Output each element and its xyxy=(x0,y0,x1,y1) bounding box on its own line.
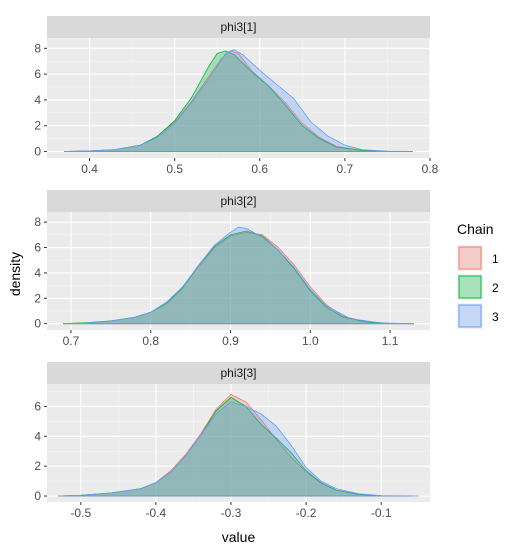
density-area-chain-3 xyxy=(62,226,415,325)
legend-label-chain-2: 2 xyxy=(492,281,499,295)
x-tick-label: 0.7 xyxy=(63,334,80,348)
y-tick-label: 2 xyxy=(34,459,41,473)
x-tick-label: 0.5 xyxy=(166,162,183,176)
facet-strip xyxy=(47,16,430,38)
y-tick-label: 4 xyxy=(34,266,41,280)
legend-key-chain-3 xyxy=(458,304,482,328)
legend-key-chain-1 xyxy=(458,246,482,270)
x-tick-label: 0.8 xyxy=(142,334,159,348)
x-tick-label: -0.2 xyxy=(296,506,317,520)
y-axis-title: density xyxy=(7,252,23,296)
facet-strip-label: phi3[3] xyxy=(220,366,256,380)
y-tick-label: 6 xyxy=(34,241,41,255)
x-tick-label: -0.1 xyxy=(371,506,392,520)
panel-3: phi3[3] 0 2 4 6 -0.5 -0.4 -0.3 -0.2 -0.1 xyxy=(34,362,430,520)
legend-key-chain-2 xyxy=(458,275,482,299)
panel-background xyxy=(47,384,430,502)
y-tick-label: 8 xyxy=(34,41,41,55)
x-tick-label: 0.4 xyxy=(81,162,98,176)
facet-strip xyxy=(47,190,430,212)
x-tick-label: 1.1 xyxy=(382,334,399,348)
x-tick-label: -0.4 xyxy=(146,506,167,520)
facet-strip xyxy=(47,362,430,384)
panel-background xyxy=(47,38,430,158)
density-area-chain-3 xyxy=(63,49,414,152)
x-tick-label: -0.3 xyxy=(221,506,242,520)
legend-key-background xyxy=(457,274,483,300)
y-tick-label: 0 xyxy=(34,489,41,503)
x-tick-label: 1.0 xyxy=(302,334,319,348)
x-tick-label: 0.7 xyxy=(337,162,354,176)
density-area-chain-3 xyxy=(58,401,419,497)
y-tick-label: 6 xyxy=(34,399,41,413)
legend: Chain 1 2 3 xyxy=(457,221,499,329)
panel-2: phi3[2] 0 2 4 6 8 0.7 0.8 0.9 1.0 1.1 xyxy=(34,190,430,348)
y-tick-label: 0 xyxy=(34,145,41,159)
x-axis-title: value xyxy=(222,529,256,545)
x-tick-label: 0.6 xyxy=(251,162,268,176)
facet-strip-label: phi3[1] xyxy=(220,20,256,34)
y-tick-label: 6 xyxy=(34,67,41,81)
legend-key-background xyxy=(457,245,483,271)
x-tick-label: -0.5 xyxy=(70,506,91,520)
y-tick-label: 0 xyxy=(34,317,41,331)
y-tick-label: 2 xyxy=(34,291,41,305)
legend-title: Chain xyxy=(457,221,494,237)
y-tick-label: 2 xyxy=(34,119,41,133)
legend-label-chain-3: 3 xyxy=(492,310,499,324)
x-tick-label: 0.8 xyxy=(422,162,439,176)
x-tick-label: 0.9 xyxy=(222,334,239,348)
legend-key-background xyxy=(457,303,483,329)
y-tick-label: 8 xyxy=(34,215,41,229)
y-tick-label: 4 xyxy=(34,93,41,107)
legend-label-chain-1: 1 xyxy=(492,252,499,266)
panel-1: phi3[1] 0 2 4 6 8 0.4 0.5 0.6 0.7 0.8 xyxy=(34,16,439,176)
facet-strip-label: phi3[2] xyxy=(220,194,256,208)
y-tick-label: 4 xyxy=(34,429,41,443)
